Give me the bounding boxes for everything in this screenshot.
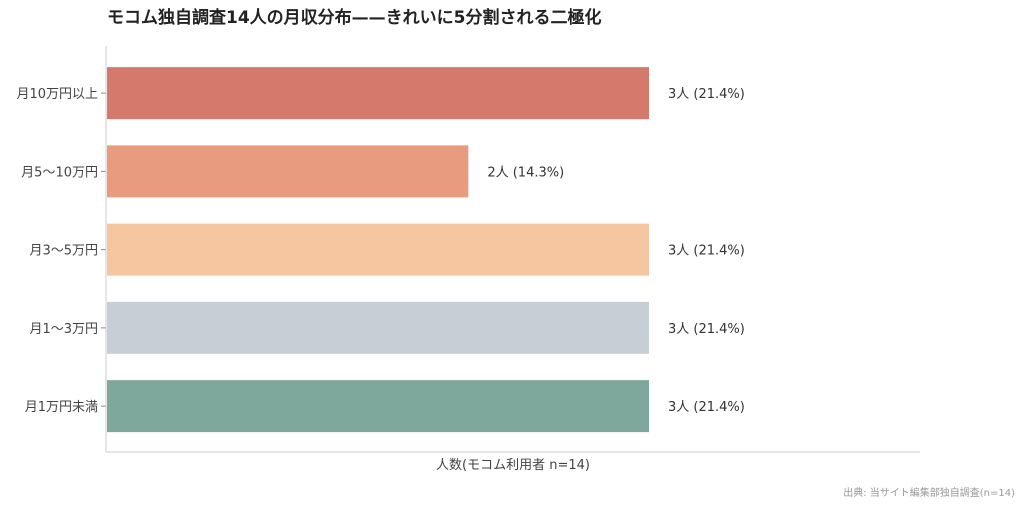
bar xyxy=(107,223,649,276)
bar xyxy=(107,67,649,120)
data-label: 3人 (21.4%) xyxy=(668,400,745,415)
bar xyxy=(107,301,649,354)
y-tick-label: 月1〜3万円 xyxy=(29,322,98,337)
data-label: 3人 (21.4%) xyxy=(668,244,745,259)
source-note: 出典: 当サイト編集部独自調査(n=14) xyxy=(843,486,1015,499)
plot-area: 月10万円以上 3人 (21.4%) 月5〜10万円 2人 (14.3%) 月3〜5万円… xyxy=(16,67,745,433)
y-tick-label: 月5〜10万円 xyxy=(21,165,98,180)
data-label: 3人 (21.4%) xyxy=(668,322,745,337)
data-label: 3人 (21.4%) xyxy=(668,87,745,102)
y-tick-label: 月1万円未満 xyxy=(25,400,98,415)
chart-title: モコム独自調査14人の月収分布——きれいに5分割される二極化 xyxy=(107,7,602,28)
bar xyxy=(107,380,649,433)
y-tick-label: 月3〜5万円 xyxy=(29,244,98,259)
x-axis-label: 人数(モコム利用者 n=14) xyxy=(436,458,590,473)
y-tick-label: 月10万円以上 xyxy=(16,87,98,102)
data-label: 2人 (14.3%) xyxy=(487,165,564,180)
bar xyxy=(107,145,469,198)
